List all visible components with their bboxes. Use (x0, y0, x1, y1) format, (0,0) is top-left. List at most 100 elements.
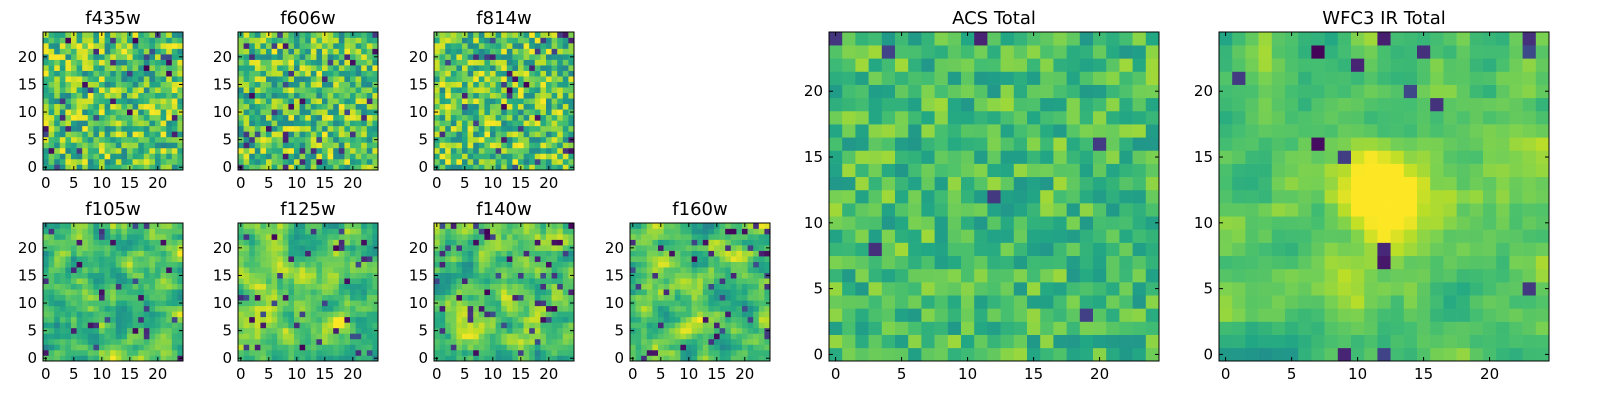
heatmap-cell (338, 349, 345, 356)
heatmap-cell (445, 311, 452, 318)
heatmap-cell (87, 245, 94, 251)
heatmap-cell (48, 278, 55, 285)
heatmap-cell (1106, 176, 1120, 191)
heatmap-cell (434, 37, 440, 44)
heatmap-cell (490, 98, 496, 105)
heatmap-cell (540, 142, 547, 149)
heatmap-cell (445, 322, 452, 329)
heatmap-cell (730, 311, 737, 318)
heatmap-cell (271, 294, 278, 301)
heatmap-cell (473, 59, 480, 66)
heatmap-cell (881, 255, 896, 270)
heatmap-cell (439, 239, 446, 246)
heatmap-cell (540, 261, 547, 268)
heatmap-cell (249, 98, 256, 105)
heatmap-cell (934, 268, 949, 283)
heatmap-cell (495, 54, 502, 60)
heatmap-cell (71, 349, 77, 356)
heatmap-cell (316, 234, 323, 240)
heatmap-cell (333, 153, 340, 160)
heatmap-cell (104, 103, 111, 110)
heatmap-cell (747, 344, 754, 351)
heatmap-cell (758, 256, 765, 262)
heatmap-cell (361, 278, 368, 285)
heatmap-cell (355, 158, 362, 165)
heatmap-cell (110, 355, 117, 362)
heatmap-cell (921, 189, 935, 204)
heatmap-cell (310, 153, 317, 160)
heatmap-cell (702, 294, 709, 301)
heatmap-cell (76, 98, 83, 105)
heatmap-cell (506, 109, 513, 116)
heatmap-cell (310, 322, 317, 329)
heatmap-cell (523, 234, 530, 240)
heatmap-cell (327, 283, 334, 290)
heatmap-cell (529, 228, 536, 235)
heatmap-cell (327, 65, 334, 71)
heatmap-cell (372, 228, 379, 235)
heatmap-cell (333, 250, 340, 257)
heatmap-cell (333, 349, 340, 356)
heatmap-cell (947, 334, 962, 349)
heatmap-cell (243, 267, 250, 273)
heatmap-cell (961, 163, 975, 178)
heatmap-cell (506, 338, 513, 345)
heatmap-cell (1145, 308, 1160, 322)
heatmap-cell (450, 234, 457, 240)
heatmap-cell (87, 147, 94, 154)
heatmap-cell (171, 109, 178, 116)
heatmap-cell (254, 164, 261, 171)
heatmap-cell (1132, 176, 1147, 191)
heatmap-cell (238, 239, 244, 246)
heatmap-cell (271, 250, 278, 257)
heatmap-cell (467, 289, 474, 296)
heatmap-cell (344, 289, 351, 296)
heatmap-cell (87, 92, 94, 99)
heatmap-cell (115, 32, 122, 38)
heatmap-cell (881, 295, 896, 309)
heatmap-cell (439, 32, 446, 38)
heatmap-cell (282, 87, 289, 94)
heatmap-cell (93, 87, 100, 94)
heatmap-cell (249, 136, 256, 143)
heatmap-cell (445, 81, 452, 88)
heatmap-cell (568, 316, 575, 323)
heatmap-cell (895, 150, 909, 164)
heatmap-cell (691, 234, 698, 240)
heatmap-cell (546, 294, 552, 301)
heatmap-cell (702, 349, 709, 356)
heatmap-cell (562, 245, 569, 251)
heatmap-cell (59, 48, 66, 55)
heatmap-cell (445, 355, 452, 362)
heatmap-cell (646, 294, 653, 301)
heatmap-cell (99, 103, 105, 110)
heatmap-cell (758, 261, 765, 268)
heatmap-cell (534, 344, 541, 351)
heatmap-cell (764, 289, 771, 296)
heatmap-cell (132, 103, 139, 110)
heatmap-cell (725, 250, 732, 257)
heatmap-cell (166, 349, 173, 356)
heatmap-cell (166, 120, 173, 127)
heatmap-cell (350, 316, 356, 323)
heatmap-cell (568, 70, 575, 77)
heatmap-cell (658, 267, 664, 273)
heatmap-cell (76, 327, 83, 334)
heatmap-cell (310, 54, 317, 60)
heatmap-cell (99, 87, 105, 94)
heatmap-cell (299, 333, 306, 340)
heatmap-cell (316, 278, 323, 285)
heatmap-cell (93, 316, 100, 323)
heatmap-cell (143, 245, 150, 251)
heatmap-cell (484, 76, 491, 82)
heatmap-cell (59, 65, 66, 71)
heatmap-cell (1145, 242, 1160, 257)
heatmap-cell (310, 142, 317, 149)
heatmap-cell (288, 267, 295, 273)
heatmap-cell (344, 153, 351, 160)
heatmap-cell (305, 70, 312, 77)
heatmap-cell (450, 147, 457, 154)
heatmap-cell (467, 305, 474, 312)
heatmap-cell (54, 234, 61, 240)
heatmap-cell (171, 239, 178, 246)
